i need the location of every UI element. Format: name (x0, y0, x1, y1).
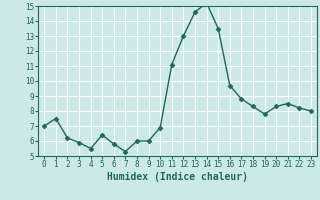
X-axis label: Humidex (Indice chaleur): Humidex (Indice chaleur) (107, 172, 248, 182)
